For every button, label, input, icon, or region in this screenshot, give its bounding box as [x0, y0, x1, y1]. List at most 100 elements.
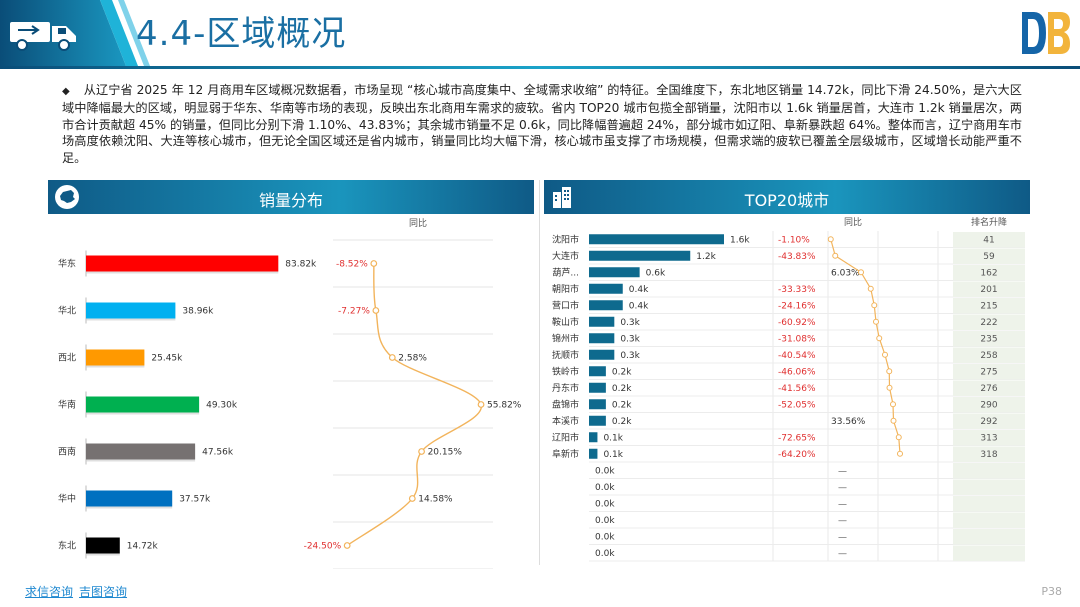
- right-bar-value-label: 0.1k: [603, 450, 623, 460]
- right-city-label: 葫芦...: [552, 266, 579, 278]
- right-rank-cell: [953, 529, 1025, 545]
- summary-text: 从辽宁省 2025 年 12 月商用车区域概况数据看，市场呈现 “核心城市高度集…: [62, 83, 1022, 165]
- right-bar-value-label: 0.0k: [595, 532, 615, 542]
- china-map-icon: [55, 185, 79, 209]
- right-bar-value-label: 0.2k: [612, 367, 632, 377]
- left-yoy-point: [418, 448, 425, 455]
- left-bar: [86, 255, 279, 272]
- right-yoy-label: 6.03%: [831, 268, 860, 278]
- left-bar: [86, 302, 176, 319]
- right-rank-cell: [953, 512, 1025, 528]
- right-yoy-point: [876, 335, 883, 342]
- footer-links: 求信咨询 吉图咨询: [25, 583, 133, 600]
- left-yoy-label: 20.15%: [428, 448, 463, 458]
- left-yoy-point: [372, 307, 380, 314]
- right-city-label: 营口市: [552, 299, 579, 311]
- right-bar-value-label: 0.2k: [612, 384, 632, 394]
- right-rank-cell: [953, 413, 1025, 429]
- right-yoy-label: 33.56%: [831, 417, 866, 427]
- right-bar: [589, 448, 598, 459]
- right-rank-value: 276: [980, 384, 997, 394]
- left-bar-value-label: 83.82k: [285, 260, 317, 270]
- right-yoy-point: [886, 384, 893, 391]
- header-underline: [0, 66, 1080, 69]
- right-yoy-point: [827, 236, 834, 243]
- right-yoy-label: -60.92%: [778, 318, 816, 328]
- right-city-label: 鞍山市: [552, 316, 579, 328]
- left-category-label: 华南: [58, 399, 76, 411]
- left-bar-value-label: 49.30k: [206, 401, 238, 411]
- right-yoy-label: -40.54%: [778, 351, 816, 361]
- right-bar-value-label: 0.4k: [629, 285, 649, 295]
- right-city-label: 阜新市: [552, 448, 579, 460]
- left-bar: [86, 396, 200, 413]
- right-bar-value-label: 0.2k: [612, 417, 632, 427]
- left-yoy-label: 2.58%: [398, 354, 427, 364]
- right-rank-cell: [953, 314, 1025, 330]
- right-rank-value: 275: [980, 367, 997, 377]
- left-panel-title: 销量分布: [258, 191, 323, 210]
- right-city-label: 本溪市: [552, 415, 579, 427]
- city-buildings-icon: [553, 187, 571, 208]
- right-panel-header: TOP20城市: [544, 180, 1030, 214]
- right-rank-cell: [953, 496, 1025, 512]
- page-number: P38: [1041, 585, 1062, 598]
- right-rank-cell: [953, 446, 1025, 462]
- right-rank-value: 290: [980, 400, 997, 410]
- right-bar-value-label: 0.6k: [646, 268, 666, 278]
- right-rank-value: 41: [983, 235, 994, 245]
- right-city-label: 锦州市: [552, 332, 579, 344]
- right-rank-cell: [953, 298, 1025, 314]
- brand-logo: [1022, 12, 1070, 54]
- right-bar: [589, 316, 615, 327]
- footer-link-jitu[interactable]: 吉图咨询: [79, 585, 128, 599]
- right-rank-value: 162: [980, 268, 997, 278]
- right-bar-value-label: 0.4k: [629, 301, 649, 311]
- right-rank-cell: [953, 479, 1025, 495]
- left-category-label: 东北: [58, 540, 76, 552]
- right-city-label: 沈阳市: [552, 233, 579, 245]
- left-bar: [86, 490, 173, 507]
- right-city-label: 抚顺市: [552, 349, 579, 361]
- right-yoy-point: [832, 252, 839, 259]
- right-rank-cell: [953, 397, 1025, 413]
- right-city-label: 大连市: [552, 250, 579, 262]
- left-category-label: 西南: [58, 446, 76, 458]
- right-yoy-point: [858, 269, 864, 276]
- left-category-label: 华中: [58, 493, 76, 505]
- right-rank-cell: [953, 281, 1025, 297]
- right-yoy-empty: —: [838, 549, 847, 559]
- right-bar: [589, 349, 615, 360]
- right-bar-value-label: 0.0k: [595, 499, 615, 509]
- left-yoy-label: -7.27%: [338, 307, 370, 317]
- right-rank-value: 59: [983, 252, 995, 262]
- right-rank-value: 201: [980, 285, 997, 295]
- right-bar-value-label: 0.1k: [603, 433, 623, 443]
- right-rank-cell: [953, 545, 1025, 561]
- right-yoy-point: [882, 351, 888, 358]
- left-category-label: 华东: [58, 258, 76, 270]
- left-yoy-point: [477, 401, 485, 408]
- right-yoy-label: -1.10%: [778, 235, 810, 245]
- left-yoy-label: -24.50%: [304, 542, 342, 552]
- right-yoy-label: -31.08%: [778, 334, 816, 344]
- right-bar: [589, 283, 623, 294]
- footer-link-qiuxin[interactable]: 求信咨询: [25, 585, 74, 599]
- right-yoy-point: [895, 434, 902, 441]
- region-sales-chart: 同比 华东 83.82k 华北 38.96k 西北 25.45k 华南 49.30k 西南 47.…: [58, 217, 522, 569]
- right-bar: [589, 399, 606, 410]
- right-yoy-empty: —: [838, 483, 847, 493]
- right-yoy-label: -46.06%: [778, 367, 816, 377]
- left-category-label: 西北: [58, 353, 76, 364]
- right-bar: [589, 250, 691, 261]
- right-city-label: 盘锦市: [552, 398, 579, 410]
- right-bar: [589, 415, 606, 426]
- right-rank-value: 222: [980, 318, 997, 328]
- summary-paragraph: ◆ 从辽宁省 2025 年 12 月商用车区域概况数据看，市场呈现 “核心城市高度…: [62, 82, 1022, 166]
- right-city-label: 辽阳市: [552, 431, 579, 443]
- right-rank-cell: [953, 347, 1025, 363]
- right-bar: [589, 432, 598, 443]
- top20-city-table: 同比 排名升降 沈阳市 1.6k -1.10% 41 大连市 1.2k -43.83% 59 葫…: [552, 216, 1025, 562]
- left-yoy-label: 14.58%: [418, 495, 453, 505]
- left-bar: [86, 349, 145, 366]
